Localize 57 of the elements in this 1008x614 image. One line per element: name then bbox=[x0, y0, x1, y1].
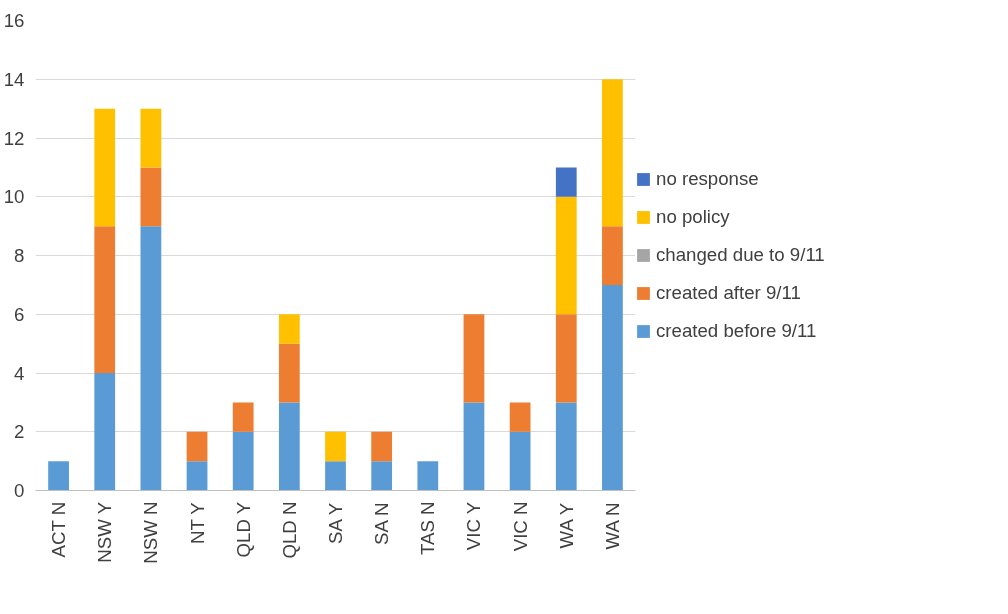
x-tick-label: QLD Y bbox=[232, 501, 254, 558]
bar bbox=[140, 108, 162, 168]
bar bbox=[371, 461, 393, 491]
bar bbox=[509, 402, 531, 432]
y-tick-label: 14 bbox=[3, 68, 25, 90]
bar bbox=[555, 167, 577, 197]
bar bbox=[463, 402, 485, 491]
legend-label: no policy bbox=[656, 206, 730, 228]
x-tick-label: QLD N bbox=[278, 501, 300, 559]
bar bbox=[94, 373, 116, 491]
x-tick-label: SA Y bbox=[325, 502, 346, 545]
bar bbox=[555, 196, 577, 315]
y-tick-label: 2 bbox=[14, 421, 25, 443]
x-tick-label: NSW N bbox=[140, 501, 162, 564]
x-tick-label: VIC Y bbox=[463, 501, 485, 551]
x-tick-label: SA N bbox=[371, 502, 393, 546]
y-tick-label: 4 bbox=[14, 362, 25, 384]
y-tick-label: 0 bbox=[14, 480, 25, 501]
bar bbox=[602, 79, 623, 227]
y-tick-label: 8 bbox=[14, 245, 25, 266]
bar bbox=[509, 431, 531, 491]
bar bbox=[602, 284, 623, 491]
bar bbox=[602, 226, 623, 285]
bar bbox=[140, 167, 162, 227]
bar bbox=[48, 461, 69, 491]
x-tick-label: WA Y bbox=[555, 502, 577, 549]
bar bbox=[94, 108, 116, 227]
bar bbox=[371, 431, 393, 462]
y-tick-label: 10 bbox=[3, 186, 25, 208]
bar bbox=[232, 431, 254, 491]
x-tick-label: TAS N bbox=[417, 501, 439, 556]
legend-label: changed due to 9/11 bbox=[656, 244, 825, 266]
bar bbox=[140, 226, 162, 491]
x-tick-label: NT Y bbox=[186, 501, 208, 544]
y-tick-label: 6 bbox=[14, 303, 25, 325]
legend-label: created before 9/11 bbox=[656, 320, 817, 342]
x-tick-label: VIC N bbox=[509, 501, 531, 552]
bar bbox=[325, 461, 346, 491]
bar bbox=[186, 461, 208, 491]
bar bbox=[463, 314, 485, 403]
x-tick-label: ACT N bbox=[48, 501, 70, 558]
bar bbox=[555, 402, 577, 491]
x-tick-label: NSW Y bbox=[94, 501, 116, 563]
legend-label: created after 9/11 bbox=[656, 282, 801, 304]
y-tick-label: 12 bbox=[3, 127, 25, 149]
bar bbox=[555, 314, 577, 403]
bar bbox=[417, 461, 439, 491]
bar bbox=[94, 226, 116, 373]
bar bbox=[232, 402, 254, 432]
bar bbox=[325, 431, 346, 462]
x-tick-label: WA N bbox=[601, 502, 623, 550]
bar bbox=[278, 402, 300, 491]
y-tick-label: 16 bbox=[3, 10, 25, 31]
bar bbox=[278, 343, 300, 403]
legend-label: no response bbox=[656, 168, 759, 190]
bar bbox=[186, 431, 208, 462]
bar bbox=[278, 314, 300, 344]
